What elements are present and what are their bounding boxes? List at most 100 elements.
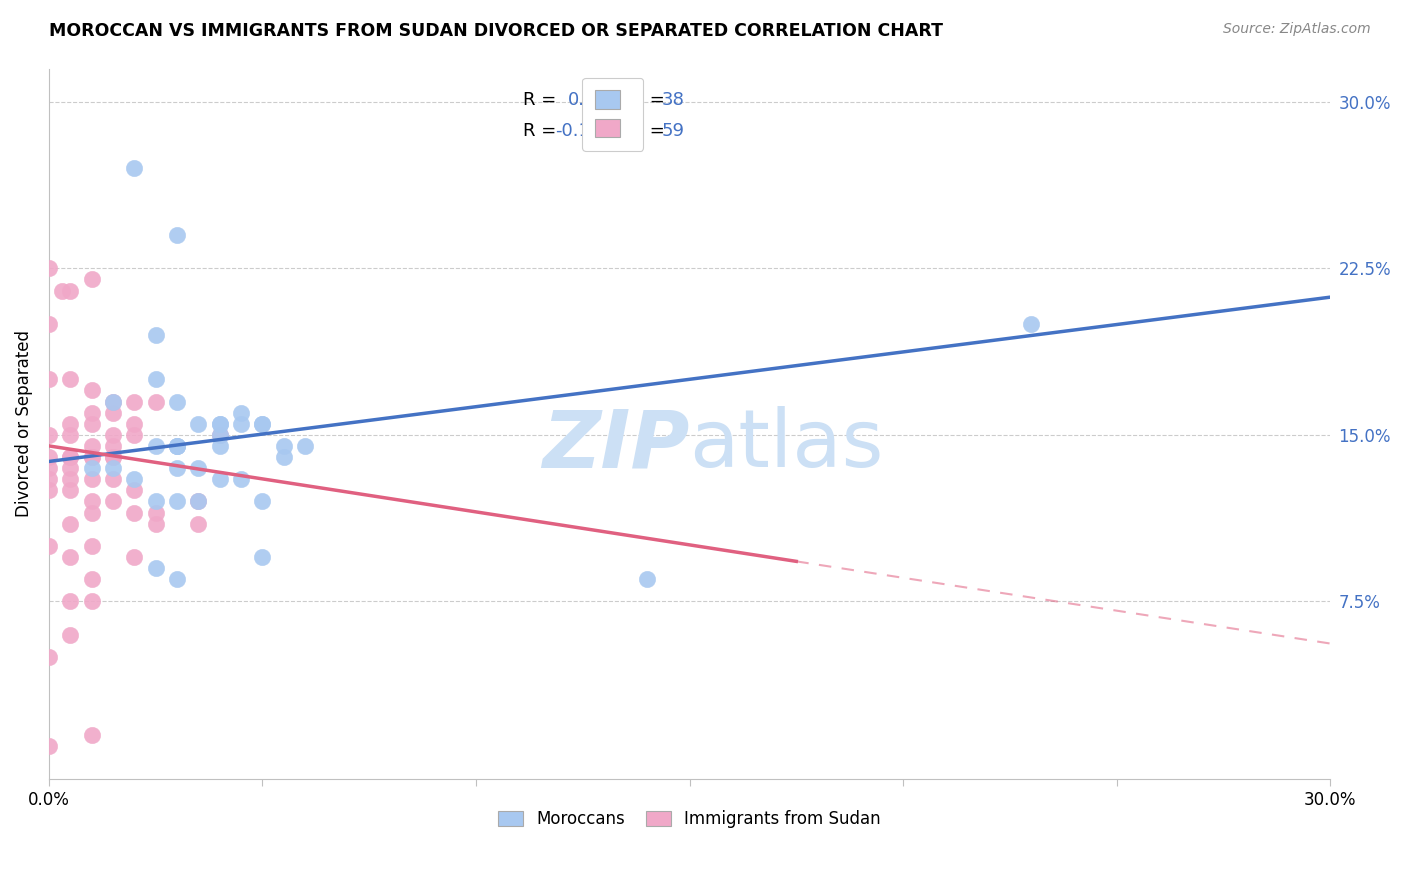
- Point: [145, 439, 167, 453]
- Point: [124, 161, 146, 176]
- Point: [38, 649, 60, 664]
- Point: [80, 439, 103, 453]
- Point: [252, 417, 274, 431]
- Point: [208, 417, 231, 431]
- Point: [38, 483, 60, 498]
- Point: [124, 483, 146, 498]
- Point: [38, 472, 60, 486]
- Point: [38, 427, 60, 442]
- Point: [80, 472, 103, 486]
- Point: [187, 494, 209, 508]
- Point: [101, 406, 124, 420]
- Point: [59, 594, 82, 608]
- Legend: Moroccans, Immigrants from Sudan: Moroccans, Immigrants from Sudan: [492, 803, 887, 835]
- Point: [80, 506, 103, 520]
- Point: [166, 439, 188, 453]
- Y-axis label: Divorced or Separated: Divorced or Separated: [15, 330, 32, 517]
- Point: [101, 472, 124, 486]
- Point: [145, 394, 167, 409]
- Point: [101, 450, 124, 464]
- Text: 59: 59: [661, 122, 685, 140]
- Point: [187, 417, 209, 431]
- Point: [145, 561, 167, 575]
- Point: [80, 594, 103, 608]
- Point: [59, 483, 82, 498]
- Point: [252, 417, 274, 431]
- Point: [166, 394, 188, 409]
- Point: [80, 727, 103, 741]
- Point: [145, 372, 167, 386]
- Point: [38, 317, 60, 331]
- Text: N =: N =: [619, 122, 671, 140]
- Point: [166, 439, 188, 453]
- Point: [124, 417, 146, 431]
- Point: [80, 406, 103, 420]
- Text: R =: R =: [523, 122, 562, 140]
- Text: -0.184: -0.184: [555, 122, 613, 140]
- Point: [59, 461, 82, 475]
- Text: N =: N =: [619, 92, 671, 110]
- Point: [80, 539, 103, 553]
- Point: [80, 572, 103, 586]
- Point: [38, 739, 60, 753]
- Point: [166, 494, 188, 508]
- Point: [145, 327, 167, 342]
- Point: [59, 450, 82, 464]
- Point: [38, 461, 60, 475]
- Text: atlas: atlas: [689, 406, 884, 484]
- Point: [59, 516, 82, 531]
- Point: [166, 439, 188, 453]
- Point: [80, 417, 103, 431]
- Point: [38, 261, 60, 276]
- Point: [187, 461, 209, 475]
- Point: [101, 394, 124, 409]
- Text: ZIP: ZIP: [543, 406, 689, 484]
- Point: [208, 417, 231, 431]
- Point: [145, 516, 167, 531]
- Point: [124, 427, 146, 442]
- Point: [252, 494, 274, 508]
- Point: [38, 372, 60, 386]
- Point: [80, 384, 103, 398]
- Text: 38: 38: [661, 92, 685, 110]
- Point: [59, 417, 82, 431]
- Point: [59, 450, 82, 464]
- Point: [231, 406, 253, 420]
- Point: [101, 461, 124, 475]
- Point: [231, 472, 253, 486]
- Point: [166, 227, 188, 242]
- Point: [80, 494, 103, 508]
- Text: 0.220: 0.220: [568, 92, 619, 110]
- Point: [252, 549, 274, 564]
- Point: [208, 427, 231, 442]
- Point: [208, 472, 231, 486]
- Point: [80, 272, 103, 286]
- Point: [166, 461, 188, 475]
- Point: [231, 417, 253, 431]
- Point: [187, 494, 209, 508]
- Point: [1019, 317, 1042, 331]
- Point: [59, 284, 82, 298]
- Point: [101, 394, 124, 409]
- Point: [59, 372, 82, 386]
- Text: R =: R =: [523, 92, 568, 110]
- Point: [273, 450, 295, 464]
- Point: [636, 572, 658, 586]
- Point: [124, 549, 146, 564]
- Text: Source: ZipAtlas.com: Source: ZipAtlas.com: [1223, 22, 1371, 37]
- Point: [59, 627, 82, 641]
- Text: MOROCCAN VS IMMIGRANTS FROM SUDAN DIVORCED OR SEPARATED CORRELATION CHART: MOROCCAN VS IMMIGRANTS FROM SUDAN DIVORC…: [49, 22, 943, 40]
- Point: [101, 494, 124, 508]
- Point: [124, 394, 146, 409]
- Point: [208, 439, 231, 453]
- Point: [124, 472, 146, 486]
- Point: [80, 450, 103, 464]
- Point: [187, 516, 209, 531]
- Point: [59, 472, 82, 486]
- Point: [145, 494, 167, 508]
- Point: [273, 439, 295, 453]
- Point: [38, 450, 60, 464]
- Point: [166, 572, 188, 586]
- Point: [59, 549, 82, 564]
- Point: [124, 506, 146, 520]
